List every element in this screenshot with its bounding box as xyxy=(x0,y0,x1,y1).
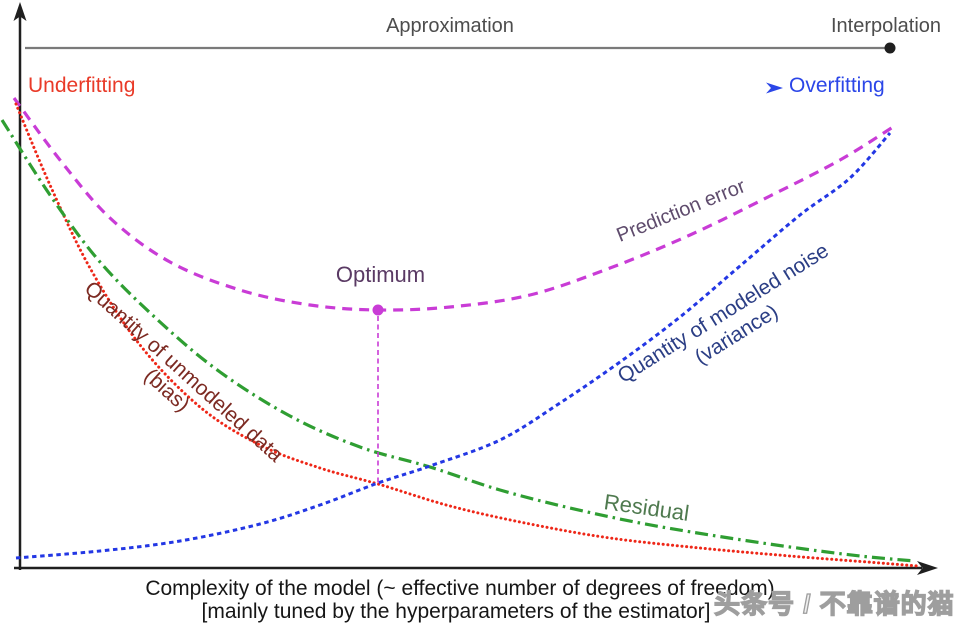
y-axis-arrowhead-icon xyxy=(13,2,27,21)
interpolation-point xyxy=(884,42,896,54)
approximation-label: Approximation xyxy=(386,15,514,37)
curves-group xyxy=(0,42,920,568)
overfitting-label: Overfitting xyxy=(789,74,885,97)
watermark-text: 头条号 / 不靠谱的猫 xyxy=(713,588,955,619)
regime-arrowhead-icon xyxy=(766,82,783,94)
curve-bias xyxy=(14,102,920,568)
interpolation-label: Interpolation xyxy=(830,15,942,37)
curve-prediction-error xyxy=(12,97,894,312)
underfitting-label: Underfitting xyxy=(28,74,136,97)
optimum-label: Optimum xyxy=(335,262,426,287)
optimum-point xyxy=(372,304,384,316)
curve-residual xyxy=(0,119,916,563)
x-axis-label-line2: [mainly tuned by the hyperparameters of … xyxy=(201,600,711,623)
x-axis-arrowhead-icon xyxy=(917,561,938,575)
x-axis-label-line1: Complexity of the model (~ effective num… xyxy=(145,577,775,600)
